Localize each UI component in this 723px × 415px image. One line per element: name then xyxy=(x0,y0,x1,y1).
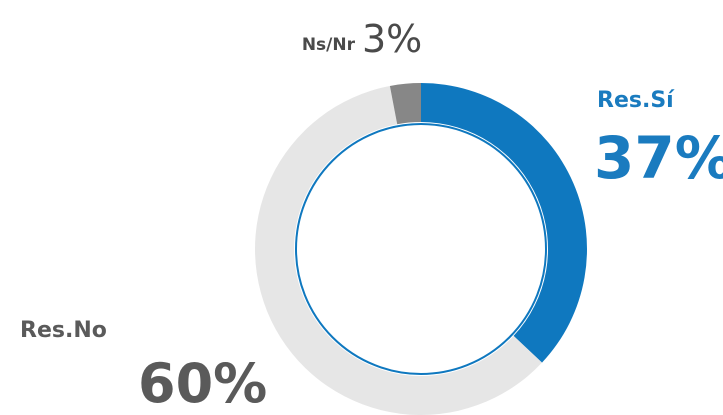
value-label: 60% xyxy=(138,352,267,415)
value-label: 37% xyxy=(594,124,723,192)
donut-segment xyxy=(389,83,421,125)
category-label: Ns/Nr xyxy=(302,35,356,55)
inner-circle xyxy=(295,123,547,375)
donut-segment xyxy=(255,85,543,415)
category-label: Res.No xyxy=(20,318,107,343)
value-label: 3% xyxy=(362,17,422,61)
donut-segment xyxy=(421,83,587,363)
category-label: Res.Sí xyxy=(597,88,675,113)
